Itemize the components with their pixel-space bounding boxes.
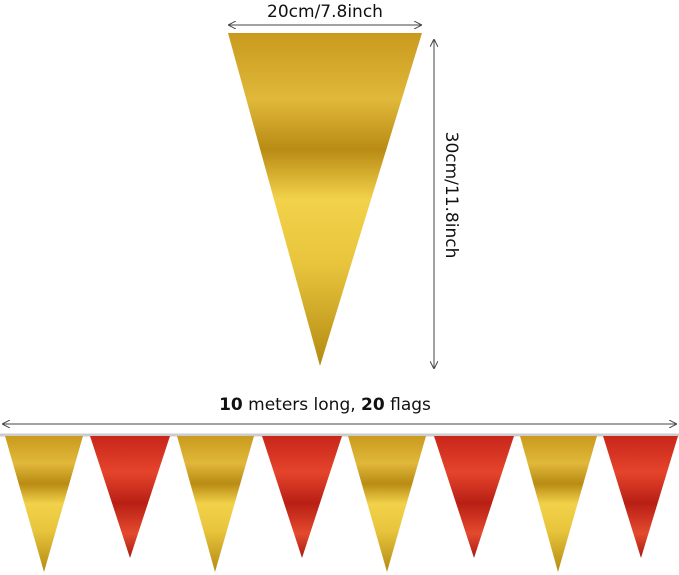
width-label: 20cm/7.8inch xyxy=(267,2,383,22)
height-label: 30cm/11.8inch xyxy=(441,132,461,259)
flag-length: 10 xyxy=(219,395,243,415)
red-flag xyxy=(434,436,514,558)
flags xyxy=(5,436,678,572)
red-flag xyxy=(90,436,170,558)
gold-flag xyxy=(5,436,83,572)
red-flag xyxy=(262,436,342,558)
gold-flag xyxy=(348,436,426,572)
label-text: meters long, xyxy=(243,395,361,415)
gold-flag xyxy=(177,436,254,572)
label-text: flags xyxy=(385,395,431,415)
banner-label: 10 meters long, 20 flags xyxy=(219,395,431,415)
red-flag xyxy=(603,436,678,558)
flag-count: 20 xyxy=(361,395,385,415)
large-flag xyxy=(228,33,422,366)
gold-flag xyxy=(520,436,597,572)
